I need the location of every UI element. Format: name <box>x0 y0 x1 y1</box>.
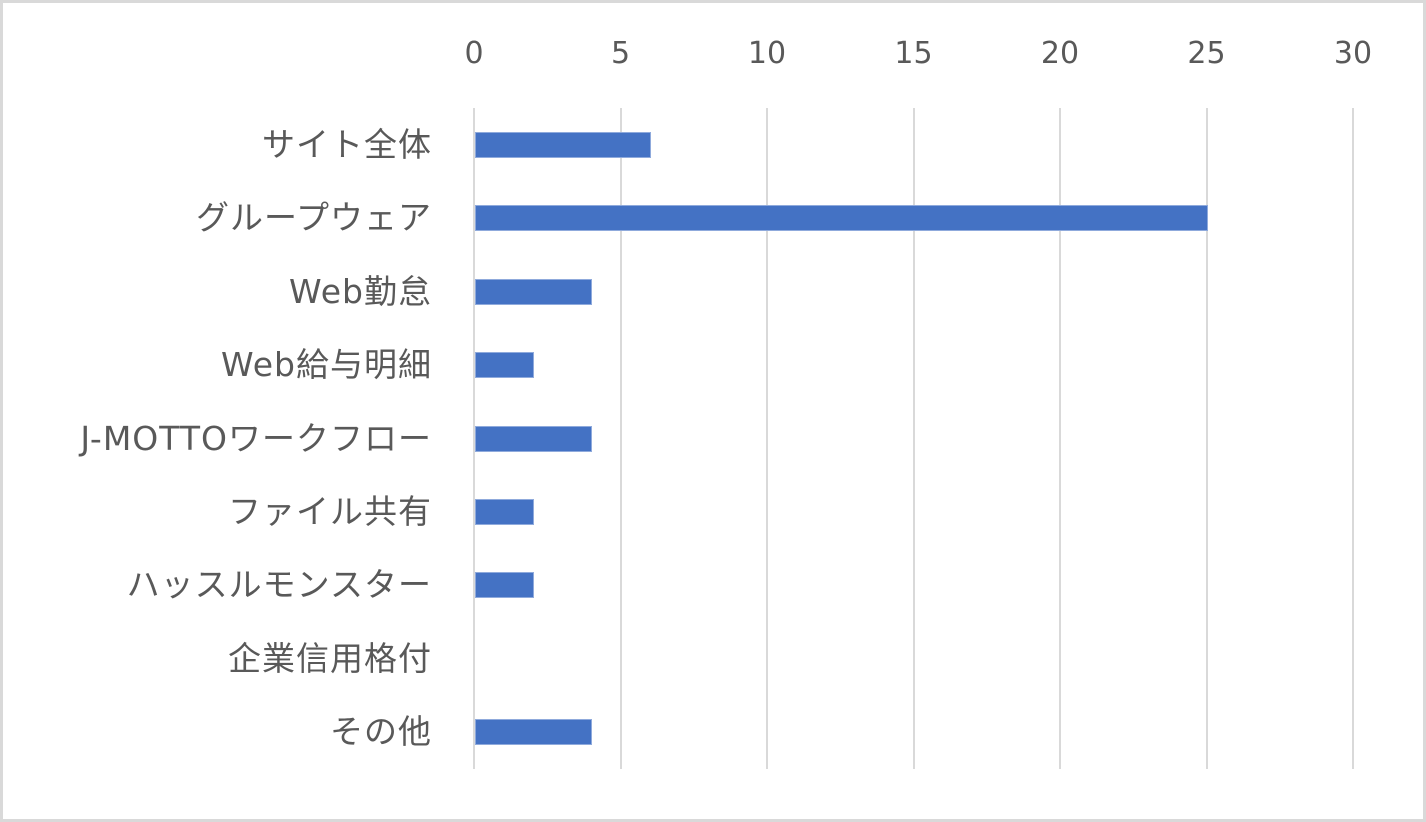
category-label: ハッスルモンスター <box>126 565 432 605</box>
x-tick-label: 0 <box>464 36 484 71</box>
bar <box>475 498 534 525</box>
x-tick-label: 30 <box>1333 36 1373 71</box>
gridline <box>619 108 622 769</box>
plot-area <box>473 108 1354 769</box>
x-tick-label: 15 <box>894 36 933 71</box>
bar <box>475 352 534 379</box>
gridline <box>766 108 768 769</box>
gridline <box>912 108 915 769</box>
category-label: グループウェア <box>195 198 432 238</box>
category-label: J-MOTTOワークフロー <box>80 418 432 458</box>
bar <box>475 425 593 452</box>
bar <box>475 572 534 599</box>
gridline <box>1059 108 1061 769</box>
category-label: その他 <box>330 712 432 752</box>
bar <box>475 719 593 746</box>
category-label: 企業信用格付 <box>228 638 432 678</box>
category-label: サイト全体 <box>262 124 432 164</box>
category-label: Web勤怠 <box>289 271 432 311</box>
x-tick-label: 20 <box>1040 36 1080 71</box>
category-label: ファイル共有 <box>228 491 432 531</box>
gridline <box>473 108 475 769</box>
x-tick-label: 25 <box>1187 36 1226 71</box>
bar <box>475 205 1208 232</box>
bar <box>475 131 651 158</box>
x-tick-label: 5 <box>610 36 631 71</box>
bar <box>475 278 593 305</box>
gridline <box>1352 108 1354 769</box>
category-label: Web給与明細 <box>221 345 432 385</box>
gridline <box>1205 108 1208 769</box>
x-tick-label: 10 <box>747 36 787 71</box>
